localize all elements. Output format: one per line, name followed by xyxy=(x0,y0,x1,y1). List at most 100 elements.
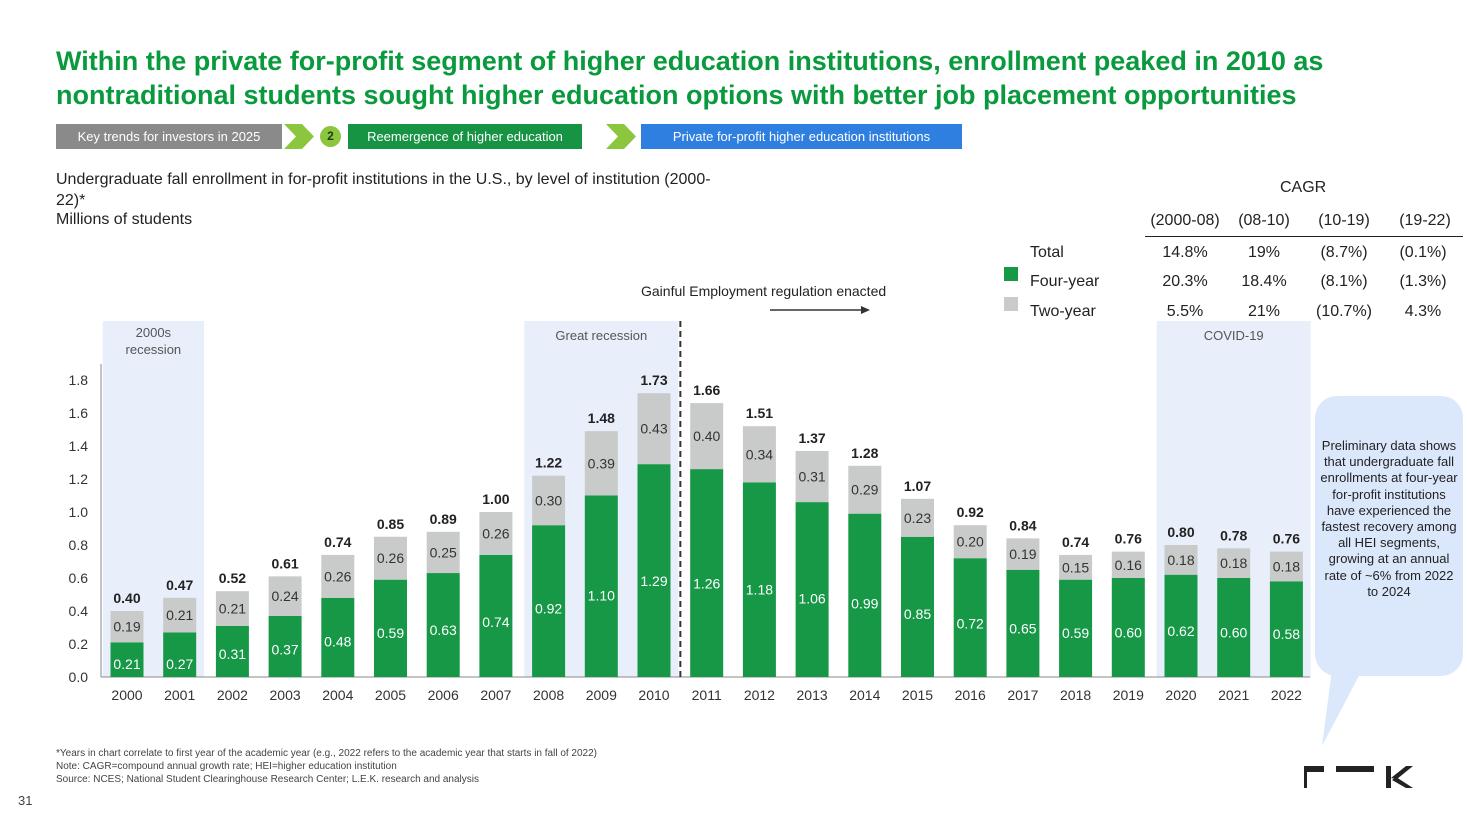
data-label-two-year: 0.18 xyxy=(1167,552,1194,568)
y-tick-label: 0.4 xyxy=(69,603,89,619)
y-tick-label: 1.0 xyxy=(69,504,89,520)
data-label-total: 0.47 xyxy=(166,577,193,593)
bar-four-year xyxy=(374,579,407,677)
data-label-two-year: 0.18 xyxy=(1273,558,1300,574)
data-label-total: 0.85 xyxy=(377,516,404,532)
cagr-cell: (1.3%) xyxy=(1399,273,1447,290)
data-label-four-year: 0.99 xyxy=(851,595,878,611)
data-label-total: 0.40 xyxy=(113,590,140,606)
data-label-total: 0.76 xyxy=(1115,531,1142,547)
data-label-total: 0.61 xyxy=(271,555,298,571)
data-label-total: 1.48 xyxy=(588,410,615,426)
bar-two-year xyxy=(532,475,566,526)
x-tick-label: 2020 xyxy=(1165,687,1196,703)
bar-four-year xyxy=(795,502,829,677)
x-tick-label: 2000 xyxy=(111,687,142,703)
data-label-four-year: 1.29 xyxy=(640,573,667,589)
cagr-cell: 5.5% xyxy=(1166,303,1204,320)
bar-four-year xyxy=(479,554,513,677)
bar-two-year xyxy=(742,426,776,483)
bar-four-year xyxy=(901,536,934,677)
x-tick-label: 2012 xyxy=(744,687,775,703)
data-label-two-year: 0.19 xyxy=(113,619,140,635)
data-label-two-year: 0.19 xyxy=(1009,546,1036,562)
footnote-note: Note: CAGR=compound annual growth rate; … xyxy=(56,761,397,772)
y-tick-label: 1.4 xyxy=(69,438,89,454)
data-label-two-year: 0.31 xyxy=(798,469,825,485)
x-tick-label: 2004 xyxy=(322,687,353,703)
bar-four-year xyxy=(215,625,249,677)
cagr-cell: 19% xyxy=(1247,244,1281,261)
x-tick-label: 2006 xyxy=(428,687,459,703)
x-tick-label: 2017 xyxy=(1007,687,1038,703)
data-label-four-year: 1.26 xyxy=(693,575,720,591)
bar-four-year xyxy=(690,469,724,677)
y-tick-label: 0.0 xyxy=(69,669,89,685)
data-label-two-year: 0.29 xyxy=(851,482,878,498)
breadcrumb-reemergence[interactable]: Reemergence of higher education xyxy=(348,124,582,149)
callout-pointer xyxy=(1322,670,1362,746)
cagr-header: (19-22) xyxy=(1399,212,1451,229)
bar-four-year xyxy=(1217,578,1251,677)
data-label-two-year: 0.25 xyxy=(430,544,457,560)
cagr-cell: (8.1%) xyxy=(1320,273,1368,290)
x-tick-label: 2018 xyxy=(1060,687,1091,703)
data-label-total: 1.73 xyxy=(640,372,667,388)
bar-two-year xyxy=(163,597,197,633)
data-label-four-year: 1.18 xyxy=(746,581,773,597)
data-label-two-year: 0.26 xyxy=(377,550,404,566)
data-label-two-year: 0.24 xyxy=(271,588,298,604)
data-label-total: 0.76 xyxy=(1273,531,1300,547)
cagr-cell: 18.4% xyxy=(1241,273,1287,290)
bar-four-year xyxy=(848,513,882,677)
data-label-total: 0.52 xyxy=(219,570,246,586)
bar-four-year xyxy=(1006,569,1040,677)
data-label-two-year: 0.43 xyxy=(640,421,667,437)
cagr-row-label-total: Total xyxy=(1030,244,1064,261)
cagr-row-label-four-year: Four-year xyxy=(1030,273,1100,290)
x-tick-label: 2007 xyxy=(480,687,511,703)
bar-two-year xyxy=(268,576,302,616)
bar-four-year xyxy=(742,482,776,677)
bar-four-year xyxy=(321,597,355,677)
breadcrumb-key-trends[interactable]: Key trends for investors in 2025 xyxy=(56,124,282,149)
data-label-total: 0.92 xyxy=(957,504,984,520)
data-label-two-year: 0.21 xyxy=(219,601,246,617)
data-label-total: 0.78 xyxy=(1220,527,1247,543)
bar-four-year xyxy=(532,525,566,677)
gainful-employment-label: Gainful Employment regulation enacted xyxy=(641,283,887,299)
bar-two-year xyxy=(321,554,355,598)
x-tick-label: 2022 xyxy=(1271,687,1302,703)
data-label-total: 0.80 xyxy=(1167,524,1194,540)
x-tick-label: 2009 xyxy=(586,687,617,703)
bar-two-year xyxy=(1217,548,1251,578)
bar-two-year xyxy=(584,431,618,496)
data-label-two-year: 0.26 xyxy=(324,568,351,584)
data-label-two-year: 0.18 xyxy=(1220,555,1247,571)
bar-four-year xyxy=(110,642,144,677)
x-tick-label: 2003 xyxy=(270,687,301,703)
period-label: recession xyxy=(126,342,182,357)
data-label-four-year: 0.37 xyxy=(271,642,298,658)
data-label-total: 0.74 xyxy=(1062,534,1089,550)
x-tick-label: 2013 xyxy=(797,687,828,703)
chevron-right-icon xyxy=(606,124,636,149)
page-number: 31 xyxy=(18,793,33,808)
data-label-four-year: 0.74 xyxy=(482,614,509,630)
x-tick-label: 2019 xyxy=(1113,687,1144,703)
callout-bubble xyxy=(1315,396,1463,676)
bar-four-year xyxy=(426,573,460,677)
cagr-cell: 4.3% xyxy=(1404,303,1442,320)
data-label-four-year: 0.60 xyxy=(1220,624,1247,640)
bar-two-year xyxy=(1164,545,1198,575)
chart-units: Millions of students xyxy=(56,211,193,228)
data-label-total: 1.00 xyxy=(482,491,509,507)
bar-two-year xyxy=(795,450,829,503)
breadcrumb-private-for-profit[interactable]: Private for-profit higher education inst… xyxy=(641,124,962,149)
y-tick-label: 1.8 xyxy=(69,372,89,388)
data-label-two-year: 0.23 xyxy=(904,510,931,526)
data-label-four-year: 0.72 xyxy=(957,616,984,632)
cagr-header: (08-10) xyxy=(1238,212,1290,229)
cagr-header: (2000-08) xyxy=(1150,212,1220,229)
x-tick-label: 2010 xyxy=(638,687,669,703)
